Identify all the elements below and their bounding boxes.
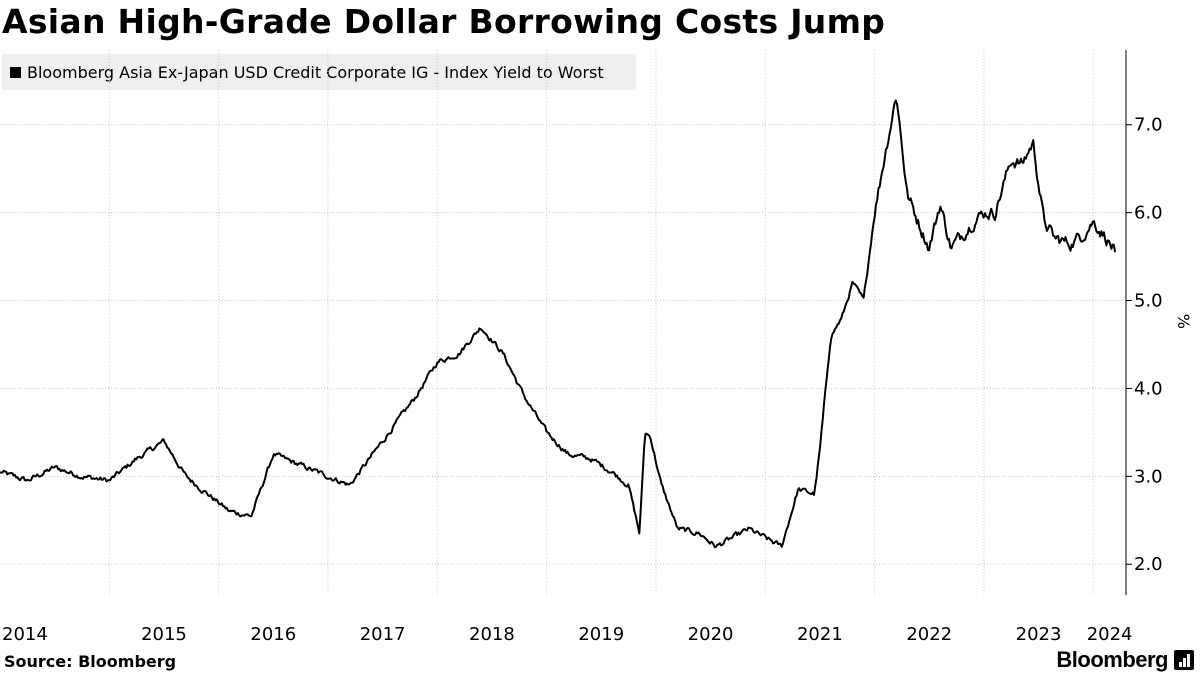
legend-swatch xyxy=(10,66,21,78)
y-axis-unit-label: % xyxy=(1174,314,1193,329)
x-tick-label: 2014 xyxy=(2,624,48,645)
y-tick-label: 5.0 xyxy=(1134,291,1163,312)
x-tick-label: 2018 xyxy=(469,624,515,645)
x-tick-label: 2016 xyxy=(250,624,296,645)
y-tick-label: 2.0 xyxy=(1134,554,1163,575)
series-line xyxy=(0,99,1117,549)
legend: Bloomberg Asia Ex-Japan USD Credit Corpo… xyxy=(2,54,636,90)
x-tick-label: 2023 xyxy=(1016,624,1062,645)
x-tick-label: 2015 xyxy=(141,624,187,645)
source-note: Source: Bloomberg xyxy=(4,652,177,671)
x-tick-label: 2019 xyxy=(578,624,624,645)
x-tick-label: 2020 xyxy=(688,624,734,645)
x-axis-labels: 2014 2015 2016 2017 2018 2019 2020 2021 2022 2023… xyxy=(2,624,1133,645)
legend-label: Bloomberg Asia Ex-Japan USD Credit Corpo… xyxy=(27,62,604,82)
y-tick-label: 3.0 xyxy=(1134,466,1163,487)
brand-wordmark: Bloomberg xyxy=(1056,647,1168,672)
bloomberg-bars-icon xyxy=(1174,650,1194,670)
vertical-gridlines xyxy=(108,50,1094,595)
x-tick-label: 2022 xyxy=(906,624,952,645)
y-axis-ticks: 2.0 3.0 4.0 5.0 6.0 7.0 xyxy=(1126,115,1163,575)
horizontal-gridlines xyxy=(0,124,1126,565)
x-tick-label: 2017 xyxy=(360,624,406,645)
x-tick-label: 2024 xyxy=(1087,624,1133,645)
x-tick-label: 2021 xyxy=(797,624,843,645)
y-tick-label: 4.0 xyxy=(1134,378,1163,399)
y-tick-label: 7.0 xyxy=(1134,115,1163,136)
brand-logo: Bloomberg xyxy=(1056,647,1194,673)
chart-title: Asian High-Grade Dollar Borrowing Costs … xyxy=(2,2,886,41)
y-tick-label: 6.0 xyxy=(1134,203,1163,224)
